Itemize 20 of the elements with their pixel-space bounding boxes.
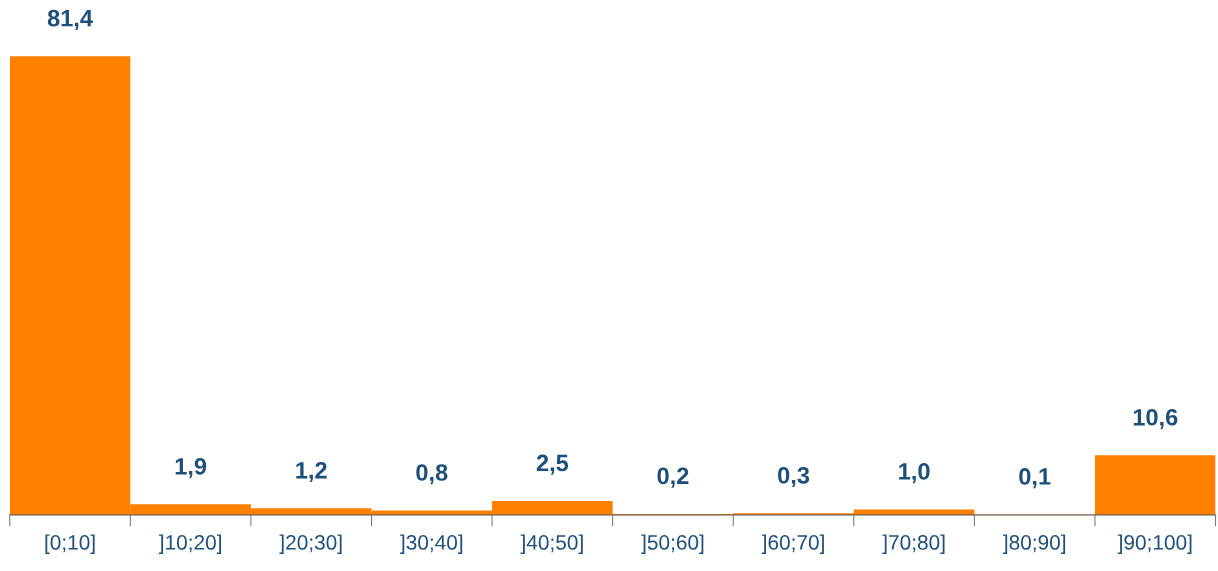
data-label: 2,5 [536, 454, 569, 475]
data-label: 81,4 [47, 9, 93, 30]
x-tick-label: ]70;80] [882, 534, 945, 554]
x-tick-label: ]40;50] [520, 534, 583, 554]
data-label: 1,0 [899, 463, 930, 484]
x-tick-label: ]90;100] [1117, 534, 1192, 554]
data-label: 1,9 [175, 457, 207, 479]
data-label: 0,8 [416, 464, 448, 485]
data-label: 0,3 [778, 466, 810, 488]
x-tick-label: ]50;60] [641, 534, 704, 554]
x-tick-label: ]20;30] [279, 534, 342, 554]
x-tick-label: ]60;70] [761, 534, 824, 554]
x-tick-label: ]10;20] [158, 534, 221, 554]
x-tick-label: [0;10] [45, 534, 95, 554]
data-label: 1,2 [296, 461, 327, 483]
data-label: 0,1 [1019, 468, 1051, 489]
data-label: 0,2 [657, 467, 689, 488]
data-label: 10,6 [1133, 408, 1178, 430]
x-tick-label: ]30;40] [400, 534, 463, 554]
x-tick-label: ]80;90] [1003, 534, 1066, 554]
